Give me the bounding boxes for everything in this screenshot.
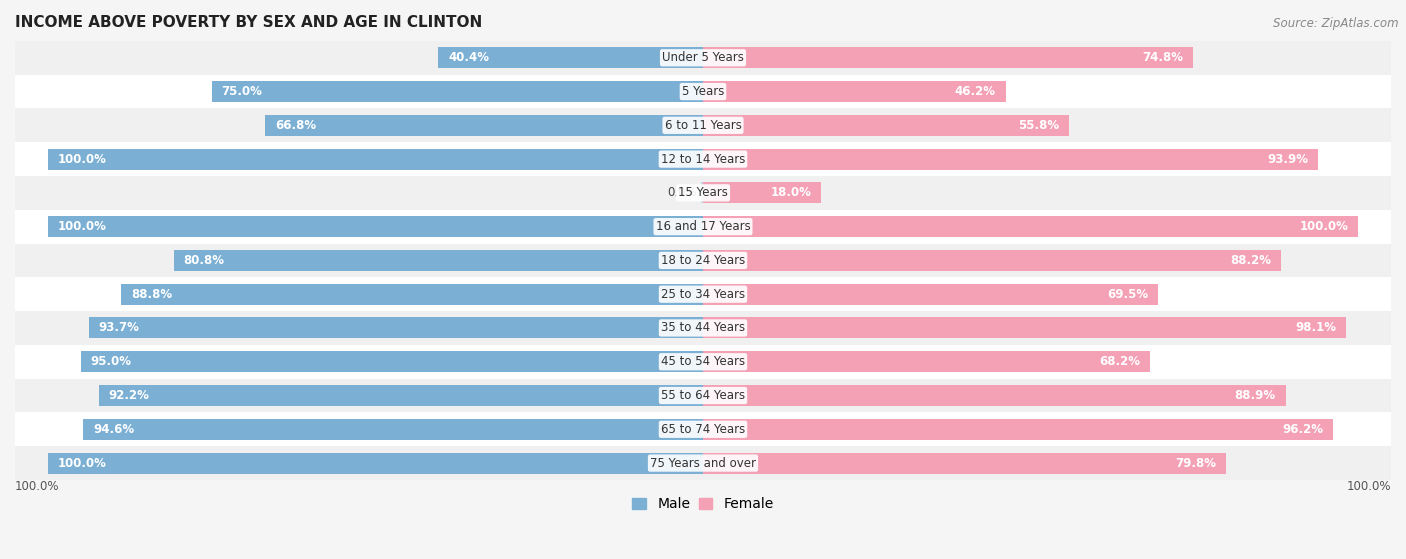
Text: 18 to 24 Years: 18 to 24 Years bbox=[661, 254, 745, 267]
Bar bbox=[15, 210, 1391, 244]
Bar bbox=[15, 378, 1391, 413]
Bar bbox=[703, 351, 1150, 372]
Text: 25 to 34 Years: 25 to 34 Years bbox=[661, 288, 745, 301]
Text: 12 to 14 Years: 12 to 14 Years bbox=[661, 153, 745, 165]
Bar bbox=[15, 176, 1391, 210]
Text: 100.0%: 100.0% bbox=[58, 457, 107, 470]
Text: 68.2%: 68.2% bbox=[1099, 355, 1140, 368]
Text: 93.7%: 93.7% bbox=[98, 321, 139, 334]
Text: 66.8%: 66.8% bbox=[276, 119, 316, 132]
Bar bbox=[703, 81, 1005, 102]
Bar bbox=[703, 216, 1358, 237]
Bar bbox=[121, 284, 703, 305]
Text: 5 Years: 5 Years bbox=[682, 85, 724, 98]
Bar bbox=[703, 419, 1333, 440]
Text: 65 to 74 Years: 65 to 74 Years bbox=[661, 423, 745, 436]
Text: 88.2%: 88.2% bbox=[1230, 254, 1271, 267]
Text: 94.6%: 94.6% bbox=[93, 423, 134, 436]
Text: 88.9%: 88.9% bbox=[1234, 389, 1275, 402]
Bar bbox=[211, 81, 703, 102]
Bar bbox=[15, 446, 1391, 480]
Text: 93.9%: 93.9% bbox=[1267, 153, 1309, 165]
Text: 18.0%: 18.0% bbox=[770, 186, 811, 200]
Text: 100.0%: 100.0% bbox=[1299, 220, 1348, 233]
Bar bbox=[15, 142, 1391, 176]
Bar bbox=[48, 453, 703, 473]
Bar bbox=[15, 244, 1391, 277]
Text: 74.8%: 74.8% bbox=[1142, 51, 1184, 64]
Bar bbox=[15, 75, 1391, 108]
Text: 100.0%: 100.0% bbox=[1347, 480, 1391, 493]
Bar bbox=[15, 41, 1391, 75]
Bar bbox=[703, 182, 821, 203]
Bar bbox=[83, 419, 703, 440]
Bar bbox=[15, 277, 1391, 311]
Text: 0.0%: 0.0% bbox=[666, 186, 696, 200]
Text: 80.8%: 80.8% bbox=[183, 254, 225, 267]
Bar bbox=[703, 48, 1194, 68]
Text: 6 to 11 Years: 6 to 11 Years bbox=[665, 119, 741, 132]
Text: 69.5%: 69.5% bbox=[1108, 288, 1149, 301]
Bar bbox=[15, 311, 1391, 345]
Bar bbox=[15, 345, 1391, 378]
Bar bbox=[702, 182, 703, 203]
Text: 96.2%: 96.2% bbox=[1282, 423, 1323, 436]
Bar bbox=[266, 115, 703, 136]
Text: 46.2%: 46.2% bbox=[955, 85, 995, 98]
Text: 75.0%: 75.0% bbox=[221, 85, 263, 98]
Text: 55.8%: 55.8% bbox=[1018, 119, 1059, 132]
Bar bbox=[439, 48, 703, 68]
Text: 15 Years: 15 Years bbox=[678, 186, 728, 200]
Text: 100.0%: 100.0% bbox=[58, 153, 107, 165]
Bar bbox=[48, 216, 703, 237]
Text: 16 and 17 Years: 16 and 17 Years bbox=[655, 220, 751, 233]
Bar bbox=[703, 149, 1319, 169]
Text: 45 to 54 Years: 45 to 54 Years bbox=[661, 355, 745, 368]
Bar bbox=[89, 318, 703, 338]
Text: 98.1%: 98.1% bbox=[1295, 321, 1336, 334]
Text: 35 to 44 Years: 35 to 44 Years bbox=[661, 321, 745, 334]
Bar bbox=[703, 284, 1159, 305]
Bar bbox=[48, 149, 703, 169]
Text: 40.4%: 40.4% bbox=[449, 51, 489, 64]
Text: 55 to 64 Years: 55 to 64 Years bbox=[661, 389, 745, 402]
Bar bbox=[703, 115, 1069, 136]
Text: 100.0%: 100.0% bbox=[15, 480, 59, 493]
Text: 79.8%: 79.8% bbox=[1175, 457, 1216, 470]
Text: INCOME ABOVE POVERTY BY SEX AND AGE IN CLINTON: INCOME ABOVE POVERTY BY SEX AND AGE IN C… bbox=[15, 15, 482, 30]
Text: 95.0%: 95.0% bbox=[90, 355, 131, 368]
Text: 100.0%: 100.0% bbox=[58, 220, 107, 233]
Bar bbox=[98, 385, 703, 406]
Text: Source: ZipAtlas.com: Source: ZipAtlas.com bbox=[1274, 17, 1399, 30]
Bar bbox=[703, 385, 1285, 406]
Text: Under 5 Years: Under 5 Years bbox=[662, 51, 744, 64]
Bar bbox=[80, 351, 703, 372]
Text: 88.8%: 88.8% bbox=[131, 288, 172, 301]
Bar bbox=[703, 453, 1226, 473]
Bar bbox=[703, 250, 1281, 271]
Bar bbox=[703, 318, 1346, 338]
Bar bbox=[15, 108, 1391, 142]
Bar bbox=[15, 413, 1391, 446]
Text: 75 Years and over: 75 Years and over bbox=[650, 457, 756, 470]
Text: 92.2%: 92.2% bbox=[108, 389, 149, 402]
Bar bbox=[173, 250, 703, 271]
Legend: Male, Female: Male, Female bbox=[627, 492, 779, 517]
